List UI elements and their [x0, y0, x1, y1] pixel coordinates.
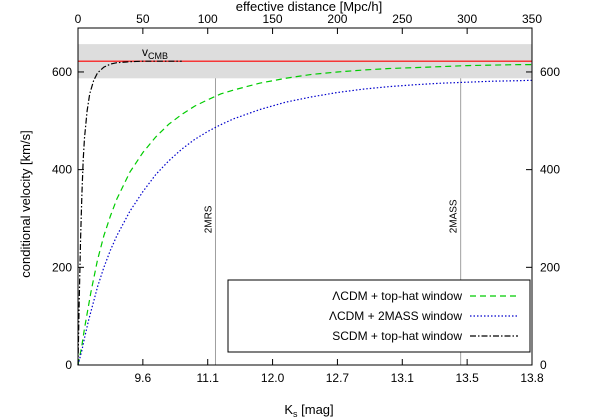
x-axis-label-rest: [mag]	[298, 402, 334, 417]
y-axis-label: conditional velocity [km/s]	[18, 130, 33, 277]
cmb-label-main: v	[142, 45, 148, 59]
series-line-2	[77, 79, 533, 366]
top-tick-label-350: 350	[522, 12, 542, 26]
bottom-tick-label-100: 11.1	[196, 371, 219, 385]
top-tick-label-100: 100	[198, 12, 218, 26]
x-axis-label-main: K	[284, 402, 293, 417]
bottom-tick-label-150: 12.0	[261, 371, 285, 385]
vline-label-2mass: 2MASS	[449, 199, 460, 233]
legend-label-3: SCDM + top-hat window	[332, 329, 462, 343]
right-tick-label-400: 400	[540, 163, 560, 177]
bottom-tick-label-250: 13.1	[391, 371, 415, 385]
top-tick-label-50: 50	[136, 12, 150, 26]
bottom-tick-label-350: 13.8	[520, 371, 544, 385]
x-axis-label: Ks [mag]	[284, 402, 333, 419]
right-tick-label-600: 600	[540, 65, 560, 79]
top-tick-label-300: 300	[457, 12, 477, 26]
top-tick-label-0: 0	[75, 12, 82, 26]
plot-frame	[77, 27, 533, 366]
legend: ΛCDM + top-hat window ΛCDM + 2MASS window…	[227, 279, 531, 353]
bottom-tick-label-200: 12.7	[326, 371, 350, 385]
right-tick-label-0: 0	[540, 358, 547, 372]
legend-items: ΛCDM + top-hat window ΛCDM + 2MASS window…	[329, 289, 518, 343]
legend-label-1: ΛCDM + top-hat window	[332, 289, 462, 303]
x-axis-label-sub: s	[293, 409, 298, 419]
axis-ticks: 0 50 100 150 200 250 300 350 9.6 11.1 12.0 12.7 13.1…	[52, 12, 560, 385]
left-tick-label-600: 600	[52, 65, 72, 79]
top-tick-label-200: 200	[327, 12, 347, 26]
bottom-tick-label-300: 13.5	[455, 371, 479, 385]
right-tick-label-200: 200	[540, 260, 560, 274]
left-tick-label-400: 400	[52, 163, 72, 177]
series-line-3	[77, 60, 182, 366]
bottom-tick-label-50: 9.6	[135, 371, 152, 385]
top-axis-label: effective distance [Mpc/h]	[236, 0, 382, 14]
vline-label-2mrs: 2MRS	[203, 205, 214, 233]
cmb-label-sub: CMB	[148, 51, 168, 61]
series-layer	[77, 60, 533, 366]
top-tick-label-150: 150	[263, 12, 283, 26]
left-tick-label-200: 200	[52, 260, 72, 274]
legend-label-2: ΛCDM + 2MASS window	[329, 309, 462, 323]
top-tick-label-250: 250	[392, 12, 412, 26]
series-line-1	[77, 63, 532, 366]
left-tick-label-0: 0	[65, 358, 72, 372]
legend-box	[227, 279, 531, 353]
cmb-label: vCMB	[142, 45, 168, 61]
